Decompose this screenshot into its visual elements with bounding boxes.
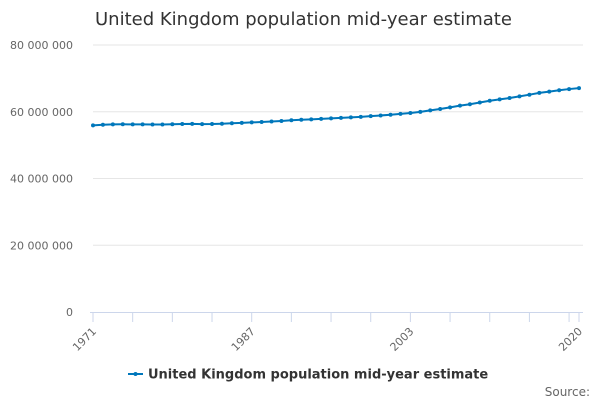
y-tick-label: 20 000 000 xyxy=(10,239,73,252)
data-point[interactable] xyxy=(100,122,105,127)
data-point[interactable] xyxy=(279,118,284,123)
data-point[interactable] xyxy=(517,94,522,99)
data-point[interactable] xyxy=(170,122,175,127)
data-point[interactable] xyxy=(309,117,314,122)
data-point[interactable] xyxy=(239,120,244,125)
data-point[interactable] xyxy=(398,111,403,116)
data-point[interactable] xyxy=(160,122,165,127)
data-point[interactable] xyxy=(299,117,304,122)
data-point[interactable] xyxy=(428,108,433,113)
data-point[interactable] xyxy=(448,105,453,110)
chart-title: United Kingdom population mid-year estim… xyxy=(95,9,512,30)
data-point[interactable] xyxy=(378,113,383,118)
data-point[interactable] xyxy=(358,114,363,119)
x-tick-label: 2003 xyxy=(388,325,417,354)
legend-item[interactable]: United Kingdom population mid-year estim… xyxy=(128,368,488,383)
data-point[interactable] xyxy=(507,96,512,101)
x-tick-label: 1987 xyxy=(229,325,258,354)
data-point[interactable] xyxy=(190,121,195,126)
data-point[interactable] xyxy=(229,121,234,126)
data-point[interactable] xyxy=(180,121,185,126)
data-point[interactable] xyxy=(418,109,423,114)
data-point[interactable] xyxy=(269,119,274,124)
data-point[interactable] xyxy=(467,102,472,107)
data-point[interactable] xyxy=(527,92,532,97)
data-point[interactable] xyxy=(120,122,125,127)
series-line xyxy=(92,87,580,127)
data-point[interactable] xyxy=(130,122,135,127)
x-tick-label: 2020 xyxy=(556,325,585,354)
data-point[interactable] xyxy=(329,116,334,121)
y-tick-label: 0 xyxy=(66,306,73,319)
y-tick-label: 60 000 000 xyxy=(10,106,73,119)
legend-label: United Kingdom population mid-year estim… xyxy=(148,368,488,383)
data-point[interactable] xyxy=(150,122,155,127)
legend-marker-icon xyxy=(133,372,138,376)
source-label: Source: xyxy=(545,385,590,399)
data-point[interactable] xyxy=(487,98,492,103)
data-point[interactable] xyxy=(200,122,205,127)
data-point[interactable] xyxy=(547,89,552,94)
data-point[interactable] xyxy=(577,86,581,91)
x-tick-label: 1971 xyxy=(70,325,99,354)
data-point[interactable] xyxy=(457,103,462,108)
y-tick-label: 80 000 000 xyxy=(10,39,73,52)
data-point[interactable] xyxy=(219,121,224,126)
data-point[interactable] xyxy=(477,100,482,105)
y-tick-label: 40 000 000 xyxy=(10,173,73,186)
data-point[interactable] xyxy=(368,114,373,119)
data-point[interactable] xyxy=(259,120,264,125)
data-point[interactable] xyxy=(338,115,343,120)
data-point[interactable] xyxy=(319,116,324,121)
data-point[interactable] xyxy=(140,122,145,127)
data-point[interactable] xyxy=(438,106,443,111)
data-point[interactable] xyxy=(497,97,502,102)
data-point[interactable] xyxy=(348,115,353,120)
data-point[interactable] xyxy=(408,110,413,115)
data-point[interactable] xyxy=(210,122,215,127)
data-point[interactable] xyxy=(289,118,294,123)
data-point[interactable] xyxy=(567,87,572,92)
data-point[interactable] xyxy=(537,90,542,95)
data-point[interactable] xyxy=(91,123,95,128)
data-point[interactable] xyxy=(110,122,115,127)
data-point[interactable] xyxy=(388,112,393,117)
data-point[interactable] xyxy=(249,120,254,125)
data-point[interactable] xyxy=(557,88,562,93)
